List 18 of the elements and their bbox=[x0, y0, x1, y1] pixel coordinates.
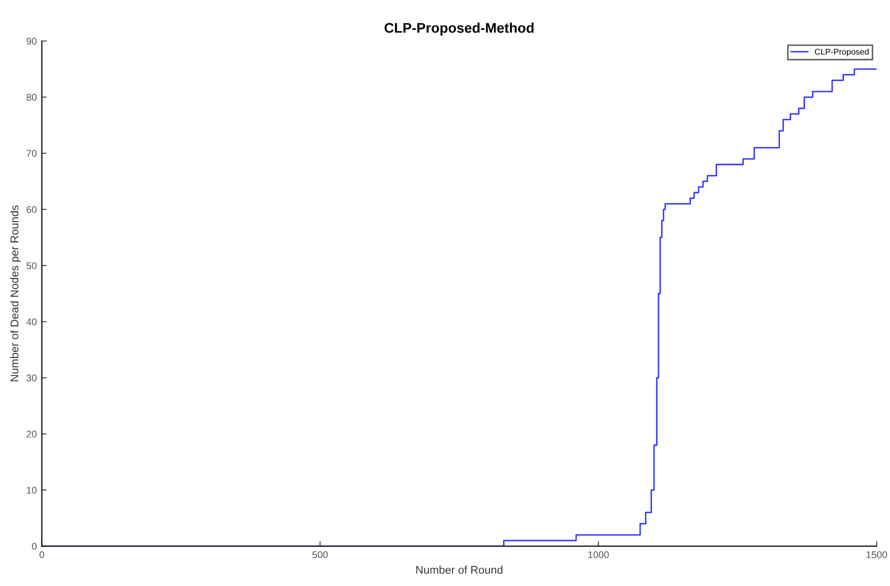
y-tick-label: 20 bbox=[26, 430, 37, 438]
y-tick-label: 70 bbox=[26, 150, 37, 157]
y-tick-label: 30 bbox=[26, 374, 37, 382]
x-axis-title: Number of Round bbox=[416, 566, 502, 574]
y-tick-label: 60 bbox=[26, 206, 37, 214]
x-tick-label: 1500 bbox=[866, 551, 888, 558]
y-tick-label: 0 bbox=[32, 542, 37, 550]
y-axis-title: Number of Dead Nodes per Rounds bbox=[10, 205, 21, 382]
x-tick-label: 500 bbox=[312, 551, 328, 558]
legend-label: CLP-Proposed bbox=[814, 48, 869, 56]
chart-title: CLP-Proposed-Method bbox=[384, 22, 534, 36]
x-tick-label: 1000 bbox=[588, 551, 609, 558]
y-tick-label: 40 bbox=[26, 318, 37, 326]
y-tick-label: 90 bbox=[26, 38, 37, 45]
y-tick-label: 80 bbox=[26, 94, 37, 101]
x-tick-label: 0 bbox=[40, 551, 44, 558]
y-tick-label: 50 bbox=[26, 262, 37, 270]
y-tick-label: 10 bbox=[26, 486, 37, 494]
